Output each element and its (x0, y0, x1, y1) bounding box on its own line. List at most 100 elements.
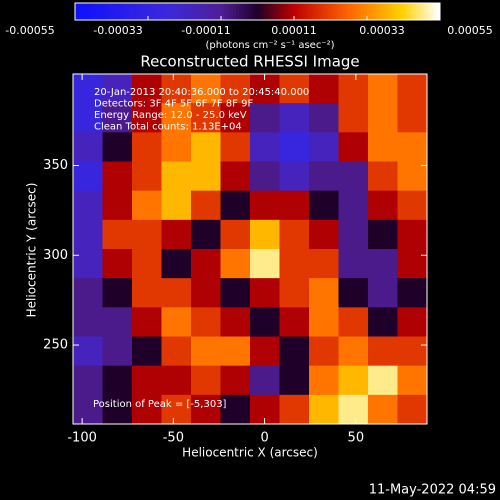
heatmap-cell (250, 132, 280, 162)
heatmap-cell (279, 190, 310, 221)
heatmap-cell (220, 103, 251, 133)
heatmap-cell (250, 365, 280, 396)
heatmap-cell (102, 219, 133, 250)
colorbar-swatch (157, 3, 161, 20)
y-tick-label: 300 (43, 248, 68, 263)
colorbar-swatch (254, 3, 258, 20)
colorbar-swatch (281, 3, 286, 20)
colorbar-swatch (208, 3, 213, 20)
heatmap-cell (368, 307, 398, 337)
heatmap-cell (309, 307, 339, 337)
colorbar-swatch (300, 3, 304, 20)
heatmap-cell (132, 161, 162, 192)
colorbar-swatch (123, 3, 128, 20)
heatmap-cell (73, 74, 103, 104)
heatmap-cell (73, 249, 103, 279)
heatmap-cell (309, 278, 339, 308)
heatmap-cell (338, 190, 369, 221)
colorbar-swatch (306, 3, 310, 20)
colorbar-swatch (202, 3, 207, 20)
colorbar-swatch (272, 3, 277, 20)
y-tick-label: 250 (43, 338, 68, 353)
colorbar-swatch (117, 3, 122, 20)
colorbar-swatch (99, 3, 103, 20)
heatmap-cell (132, 394, 162, 425)
y-tick-label: 350 (43, 158, 68, 173)
heatmap-cell (161, 219, 192, 250)
heatmap-cell (73, 394, 103, 425)
y-axis-title: Heliocentric Y (arcsec) (25, 183, 39, 318)
heatmap-cell (250, 190, 280, 221)
heatmap-cell (338, 278, 369, 308)
heatmap-cell (368, 249, 398, 279)
heatmap-cell (250, 161, 280, 192)
colorbar-swatch (126, 3, 131, 20)
heatmap-cell (309, 103, 339, 133)
colorbar-swatch (90, 3, 94, 20)
colorbar-swatch (236, 3, 240, 20)
heatmap-cell (397, 307, 428, 337)
heatmap-cell (338, 132, 369, 162)
colorbar-frame (74, 2, 441, 21)
colorbar-swatch (227, 3, 231, 20)
heatmap-cell (279, 219, 310, 250)
colorbar-swatch (199, 3, 204, 20)
plot-area (73, 74, 428, 425)
heatmap-cell (368, 132, 398, 162)
heatmap-cell (279, 365, 310, 396)
colorbar-swatch (415, 3, 420, 20)
colorbar-swatch (342, 3, 347, 20)
x-tick-label: 50 (348, 431, 365, 446)
heatmap-cell (368, 336, 398, 367)
colorbar-swatch (230, 3, 234, 20)
colorbar-swatch (409, 3, 414, 20)
heatmap-cell (279, 336, 310, 367)
heatmap-cell (220, 219, 251, 250)
colorbar-swatch (239, 3, 243, 20)
heatmap-cell (279, 74, 310, 104)
colorbar-swatch (303, 3, 307, 20)
colorbar-swatch (312, 3, 316, 20)
colorbar-swatch (251, 3, 255, 20)
heatmap-cell (397, 190, 428, 221)
heatmap-cell (132, 278, 162, 308)
colorbar-swatch (391, 3, 395, 20)
heatmap-cell (279, 307, 310, 337)
colorbar-swatch (330, 3, 335, 20)
heatmap-cell (191, 132, 221, 162)
heatmap-cell (102, 336, 133, 367)
heatmap-cell (73, 336, 103, 367)
colorbar-swatch (245, 3, 249, 20)
colorbar-swatch (108, 3, 112, 20)
colorbar-swatch (132, 3, 137, 20)
heatmap-cell (220, 278, 251, 308)
colorbar-swatch (148, 3, 152, 20)
heatmap-cell (102, 249, 133, 279)
colorbar-swatch (151, 3, 155, 20)
heatmap-cell (397, 161, 428, 192)
heatmap-cell (191, 365, 221, 396)
x-tick-label: -50 (163, 431, 184, 446)
heatmap-cell (73, 190, 103, 221)
heatmap-cell (161, 307, 192, 337)
colorbar-swatch (351, 3, 356, 20)
colorbar-swatch (214, 3, 219, 20)
heatmap-cell (250, 307, 280, 337)
colorbar-swatch (370, 3, 374, 20)
colorbar-swatch (144, 3, 149, 20)
heatmap-cell (368, 103, 398, 133)
colorbar-swatch (321, 3, 325, 20)
heatmap-cell (191, 219, 221, 250)
x-tick-label: 0 (260, 431, 268, 446)
heatmap-cell (309, 394, 339, 425)
colorbar-label: (photons cm⁻² s⁻¹ asec⁻²) (205, 40, 334, 51)
heatmap-cell (161, 161, 192, 192)
chart-title: Reconstructed RHESSI Image (140, 53, 359, 71)
colorbar-swatch (294, 3, 298, 20)
colorbar-swatch (78, 3, 82, 20)
heatmap-cell (338, 249, 369, 279)
colorbar-swatch (217, 3, 222, 20)
heatmap-cell (132, 190, 162, 221)
